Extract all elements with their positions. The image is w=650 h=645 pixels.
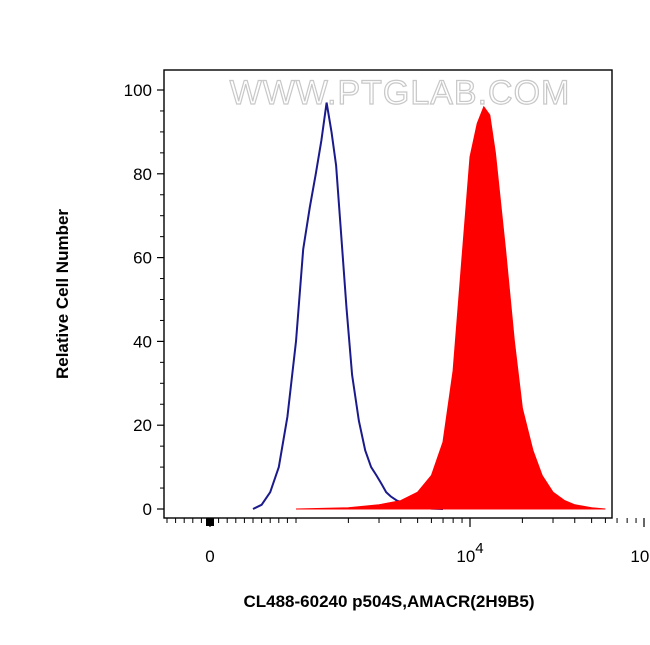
y-tick-label: 0 — [143, 500, 152, 519]
plot-frame — [163, 69, 613, 519]
y-tick-label: 20 — [133, 416, 152, 435]
x-axis-title: CL488-60240 p504S,AMACR(2H9B5) — [243, 592, 534, 611]
y-axis-title: Relative Cell Number — [53, 209, 72, 379]
x-tick-label: 0 — [205, 547, 214, 566]
y-tick-label: 100 — [124, 81, 152, 100]
series-outline-histogram — [252, 102, 444, 510]
watermark-text: WWW.PTGLAB.COM — [230, 74, 571, 112]
y-tick-label: 80 — [133, 165, 152, 184]
axis-layer: 0 20 40 60 80 100 0 104 105 — [124, 81, 650, 566]
x-tick-label: 105 — [630, 540, 650, 566]
y-tick-label: 40 — [133, 332, 152, 351]
y-tick-label: 60 — [133, 249, 152, 268]
x-tick-label: 104 — [456, 540, 483, 566]
series-layer — [252, 102, 606, 510]
series-filled-histogram — [295, 105, 606, 510]
